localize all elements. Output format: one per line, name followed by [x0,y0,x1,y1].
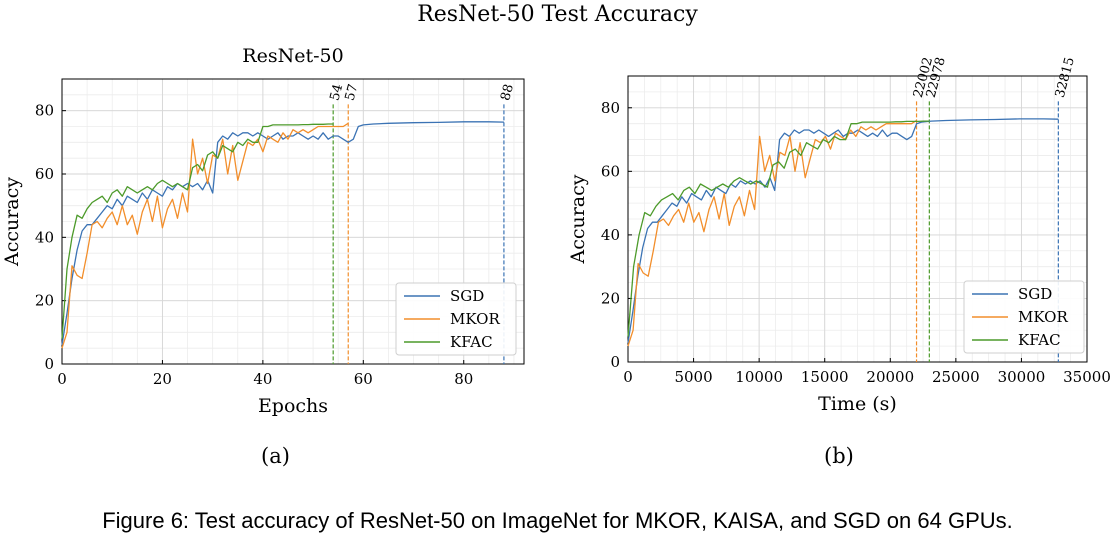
y-tick-label: 20 [35,292,54,310]
chart-panel-a: 0 20 40 60 80 0 20 40 60 80 Epochs Accuracy ResNet-5… [1,45,525,417]
chart-title: ResNet-50 [242,45,343,67]
y-tick-label: 0 [44,355,54,373]
x-tick-label: 20000 [866,368,914,386]
panel-label-a: (a) [261,444,290,468]
x-axis-label: Time (s) [818,393,897,415]
marker-label: 32815 [1053,56,1078,100]
x-tick-label: 20 [153,370,172,388]
figure-caption: Figure 6: Test accuracy of ResNet-50 on … [102,508,1013,533]
legend-label-mkor: MKOR [1018,308,1068,326]
y-tick-label: 40 [35,228,54,246]
x-tick-label: 60 [354,370,373,388]
series-line-kfac [61,123,334,339]
y-tick-label: 80 [601,99,620,117]
chart-panel-b: 0 5000 10000 15000 20000 25000 30000 35000 0 20 40… [567,56,1111,415]
x-tick-label: 0 [57,370,67,388]
x-tick-label: 35000 [1063,368,1111,386]
marker-label: 88 [498,83,517,103]
series-line-sgd [61,121,504,346]
x-tick-label: 25000 [932,368,980,386]
x-tick-label: 15000 [801,368,849,386]
x-tick-label: 30000 [998,368,1046,386]
x-tick-label: 5000 [674,368,712,386]
x-axis-label: Epochs [258,395,328,417]
panel-label-b: (b) [824,444,854,468]
y-tick-label: 60 [35,165,54,183]
marker-label: 57 [343,83,362,103]
plot-frame [627,75,1088,363]
figure-title: ResNet-50 Test Accuracy [417,2,698,27]
legend: SGD MKOR KFAC [963,280,1085,354]
series-line-mkor [627,119,917,347]
x-tick-label: 0 [623,368,633,386]
series-line-sgd [627,118,1059,343]
y-tick-label: 40 [601,226,620,244]
x-tick-label: 80 [454,370,473,388]
plot-frame [61,78,525,365]
y-axis-label: Accuracy [1,177,23,267]
legend-label-kfac: KFAC [1018,331,1061,349]
x-tick-label: 40 [253,370,272,388]
y-tick-label: 80 [35,102,54,120]
y-tick-label: 60 [601,162,620,180]
legend-label-mkor: MKOR [450,310,500,328]
marker-label: 54 [328,83,347,103]
legend: SGD MKOR KFAC [395,282,517,356]
legend-label-sgd: SGD [450,287,484,305]
legend-label-sgd: SGD [1018,285,1052,303]
series-line-kfac [627,120,930,337]
series-line-mkor [61,122,349,349]
legend-box [963,280,1085,354]
y-axis-label: Accuracy [567,174,589,264]
x-tick-label: 10000 [735,368,783,386]
legend-label-kfac: KFAC [450,333,493,351]
legend-box [395,282,517,356]
y-tick-label: 20 [601,289,620,307]
y-tick-label: 0 [610,353,620,371]
